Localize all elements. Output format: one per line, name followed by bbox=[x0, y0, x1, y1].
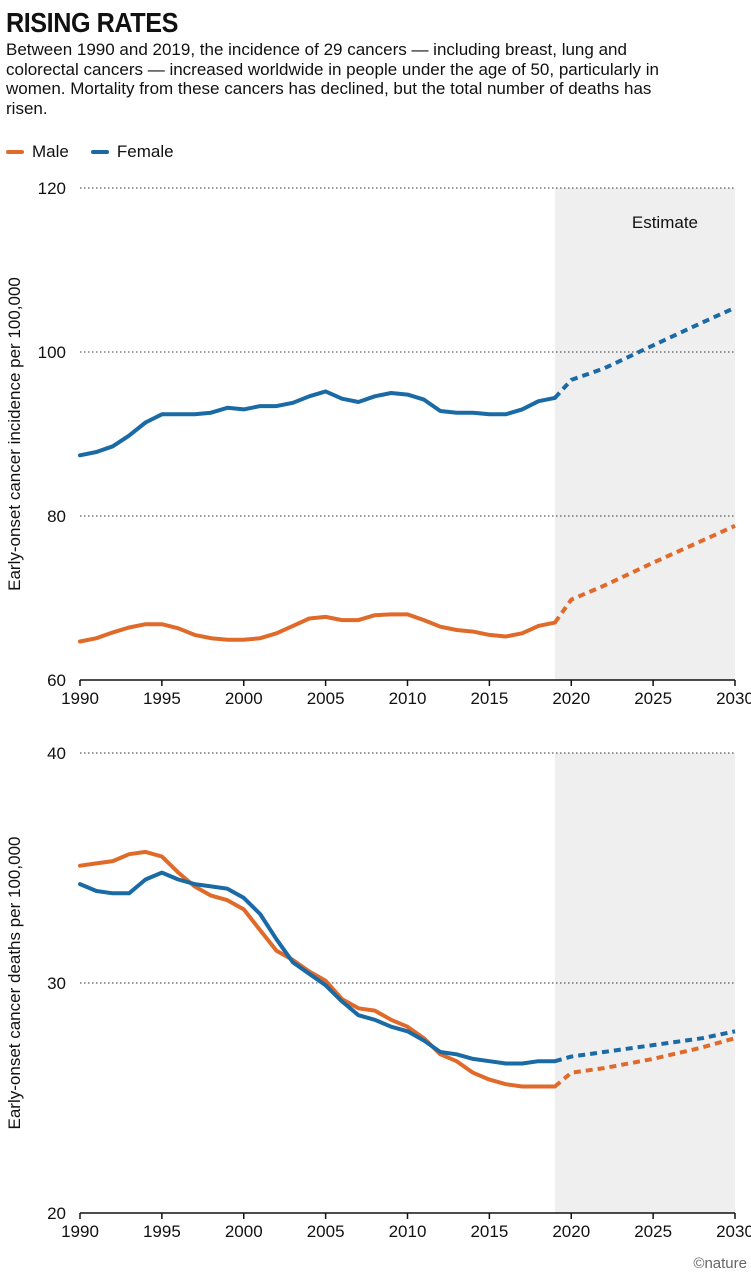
series-estimate-female bbox=[553, 305, 736, 400]
x-tick-label: 1995 bbox=[143, 689, 181, 708]
incidence-chart: Estimate 60 80 100 120 1990 1995 2000 2005 2010 20… bbox=[5, 179, 751, 708]
y-tick-label: 100 bbox=[38, 343, 66, 362]
legend-swatch-male bbox=[6, 150, 24, 154]
x-tick-label: 2020 bbox=[552, 1222, 590, 1241]
chart-subtitle: Between 1990 and 2019, the incidence of … bbox=[6, 40, 659, 118]
x-tick-label: 2015 bbox=[470, 689, 508, 708]
series-line-female bbox=[78, 389, 557, 458]
credit-label: ©nature bbox=[693, 1255, 747, 1272]
legend-label-male: Male bbox=[32, 142, 69, 161]
estimate-label: Estimate bbox=[632, 213, 698, 232]
x-tick-label: 2015 bbox=[470, 1222, 508, 1241]
y-axis-title: Early-onset cancer incidence per 100,000 bbox=[5, 277, 24, 591]
x-tick-label: 2000 bbox=[225, 1222, 263, 1241]
x-tick-label: 2020 bbox=[552, 689, 590, 708]
x-tick-label: 2025 bbox=[634, 689, 672, 708]
x-tick-label: 1995 bbox=[143, 1222, 181, 1241]
x-tick-label: 2030 bbox=[716, 1222, 751, 1241]
y-tick-label: 120 bbox=[38, 179, 66, 198]
series-estimate-male bbox=[553, 1036, 736, 1089]
legend: Male Female bbox=[6, 142, 196, 162]
y-tick-label: 60 bbox=[47, 671, 66, 690]
estimate-region bbox=[554, 188, 735, 680]
series-line-female bbox=[78, 870, 557, 1066]
series-line-male bbox=[78, 849, 557, 1089]
legend-item-female: Female bbox=[90, 142, 174, 162]
x-tick-label: 2010 bbox=[389, 1222, 427, 1241]
y-tick-label: 80 bbox=[47, 507, 66, 526]
y-axis-title: Early-onset cancer deaths per 100,000 bbox=[5, 837, 24, 1130]
y-tick-label: 40 bbox=[47, 744, 66, 763]
y-tick-label: 30 bbox=[47, 974, 66, 993]
legend-item-male: Male bbox=[6, 142, 69, 162]
series-line-male bbox=[78, 612, 557, 644]
x-tick-label: 1990 bbox=[61, 1222, 99, 1241]
x-tick-label: 2000 bbox=[225, 689, 263, 708]
x-tick-label: 2025 bbox=[634, 1222, 672, 1241]
x-tick-label: 2005 bbox=[307, 689, 345, 708]
x-tick-label: 2010 bbox=[389, 689, 427, 708]
legend-swatch-female bbox=[90, 150, 109, 154]
x-tick-label: 2005 bbox=[307, 1222, 345, 1241]
x-tick-label: 2030 bbox=[716, 689, 751, 708]
series-estimate-female bbox=[554, 1029, 736, 1064]
y-tick-label: 20 bbox=[47, 1204, 66, 1223]
chart-title: RISING RATES bbox=[6, 7, 178, 38]
x-tick-label: 1990 bbox=[61, 689, 99, 708]
legend-label-female: Female bbox=[116, 142, 174, 161]
series-estimate-male bbox=[553, 523, 736, 624]
